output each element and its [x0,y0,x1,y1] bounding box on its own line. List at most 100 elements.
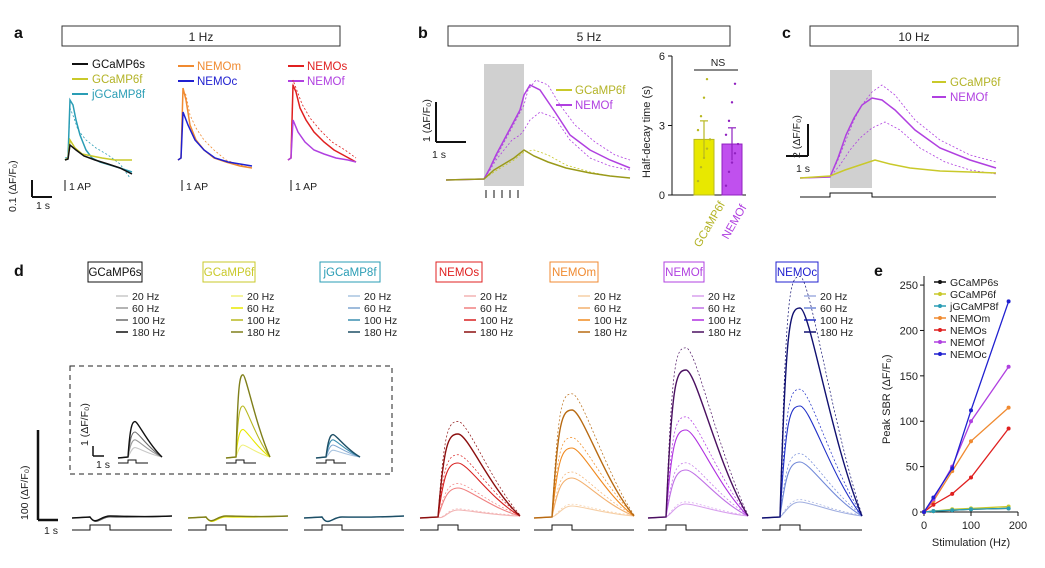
trace-error [437,483,521,518]
freq-label: 60 Hz [708,303,735,315]
trace-error [551,437,635,518]
trace-group-nemoc [761,276,863,531]
panel-a-traces-3 [287,79,357,163]
e-point [950,508,955,513]
trace-line [761,501,863,519]
legend-gcamp6s: GCaMP6s [92,59,145,71]
bar-ytick-label: 3 [659,121,665,133]
sensor-name-gcamp6s: GCaMP6s [88,267,141,279]
e-series-nemof [923,366,1010,513]
inset-stim [316,459,346,464]
bar-datapoint [733,152,737,155]
trace-group-jgcamp8f [303,515,405,531]
e-point [950,466,955,471]
inset-group-gcamp6s [117,420,163,464]
e-legend-label: GCaMP6s [950,277,998,289]
bar-datapoint [705,77,709,81]
sensor-box-jgcamp8f [319,261,381,283]
stim-step [72,524,172,531]
trace-error [665,462,749,518]
freq-label: 20 Hz [364,291,391,303]
inset-trace [117,420,163,459]
e-legend-marker [938,316,942,320]
trace-error [551,503,635,518]
trace-line [419,462,521,519]
freq-label: 180 Hz [594,327,627,339]
panel-d-scale-y: 100 (ΔF/F₀) [19,465,31,520]
freq-label: 20 Hz [247,291,274,303]
freq-label: 60 Hz [247,303,274,315]
trace-group-gcamp6f [187,515,289,531]
trace-line [187,515,289,522]
legend-jgcamp8f: jGCaMP8f [91,89,146,101]
bar-datapoint [730,161,734,164]
e-point [1006,364,1011,369]
panel-b-scale-y: 1 (ΔF/F₀) [421,99,433,142]
e-legend-marker [938,280,942,284]
bar-datapoint [699,115,703,118]
panel-d-traces [71,276,863,531]
panel-c-label: c [782,25,791,42]
freq-label: 20 Hz [480,291,507,303]
panel-c-scale-y: 2 (ΔF/F₀) [791,115,803,158]
sensor-box-nemom [549,261,599,283]
trace-line [533,447,635,519]
bar-datapoint [727,170,731,174]
stim-label-1: 1 AP [69,181,91,193]
bar-datapoint [730,101,734,104]
panel-c-header-box [809,25,1019,47]
panel-a-scale-x: 1 s [36,200,50,212]
inset-trace [315,449,361,459]
e-point [969,507,973,512]
e-legend-marker [938,328,942,332]
bar-datapoint [696,179,700,183]
trace-error [665,501,749,518]
trace-line [419,509,521,519]
trace-line [647,429,749,519]
e-x-label: Stimulation (Hz) [932,537,1010,549]
stim-step [420,524,520,531]
inset-group-jgcamp8f [315,433,361,464]
e-point [1006,405,1011,410]
panel-a-legend-2: NEMOm NEMOc [178,61,241,88]
stim-step [304,524,404,531]
panel-a-header-box [61,25,341,47]
e-point [969,439,973,444]
inset-trace [225,428,271,459]
freq-label: 60 Hz [132,303,159,315]
panel-e-label: e [874,263,883,280]
sensor-name-nemos: NEMOs [439,267,480,279]
panel-b-stim-ticks [485,190,519,198]
e-point [931,495,936,500]
inset-scale-y: 1 (ΔF/F₀) [79,403,91,446]
legend-nemof: NEMOf [307,76,346,88]
inset-scale-x: 1 s [96,459,110,471]
panel-b-bar-x-labels: GCaMP6f NEMOf [692,199,750,249]
trace-line [419,433,521,519]
panel-c-stim-shade [830,70,872,188]
stim-step [188,524,288,531]
sensor-name-jgcamp8f: jGCaMP8f [322,267,377,279]
legend-nemom: NEMOm [197,61,241,73]
freq-label: 20 Hz [132,291,159,303]
panel-b-bar-chart: Half-decay time (s) NS 0 3 6 [641,51,746,202]
freq-label: 180 Hz [708,327,741,339]
sensor-box-gcamp6f [202,261,256,283]
panel-b-scale-x: 1 s [432,149,446,161]
panel-b-legend-gcamp6f: GCaMP6f [575,85,626,97]
trace-line [533,409,635,519]
stim-step [762,524,862,531]
trace-line [303,515,405,523]
bar-xlabel-gcamp6f: GCaMP6f [692,199,728,249]
inset-trace [225,374,271,459]
freq-label: 100 Hz [247,315,280,327]
panel-d-scale-x: 1 s [44,525,58,537]
e-point [969,475,973,480]
trace-line [533,505,635,519]
e-legend-label: NEMOc [950,349,987,361]
inset-stim [226,459,256,464]
panel-a-legend-3: NEMOs NEMOf [288,61,348,88]
bar-datapoint [705,147,709,150]
panel-d-inset-traces [117,374,361,464]
panel-a-legend-1: GCaMP6s GCaMP6f jGCaMP8f [72,59,146,101]
